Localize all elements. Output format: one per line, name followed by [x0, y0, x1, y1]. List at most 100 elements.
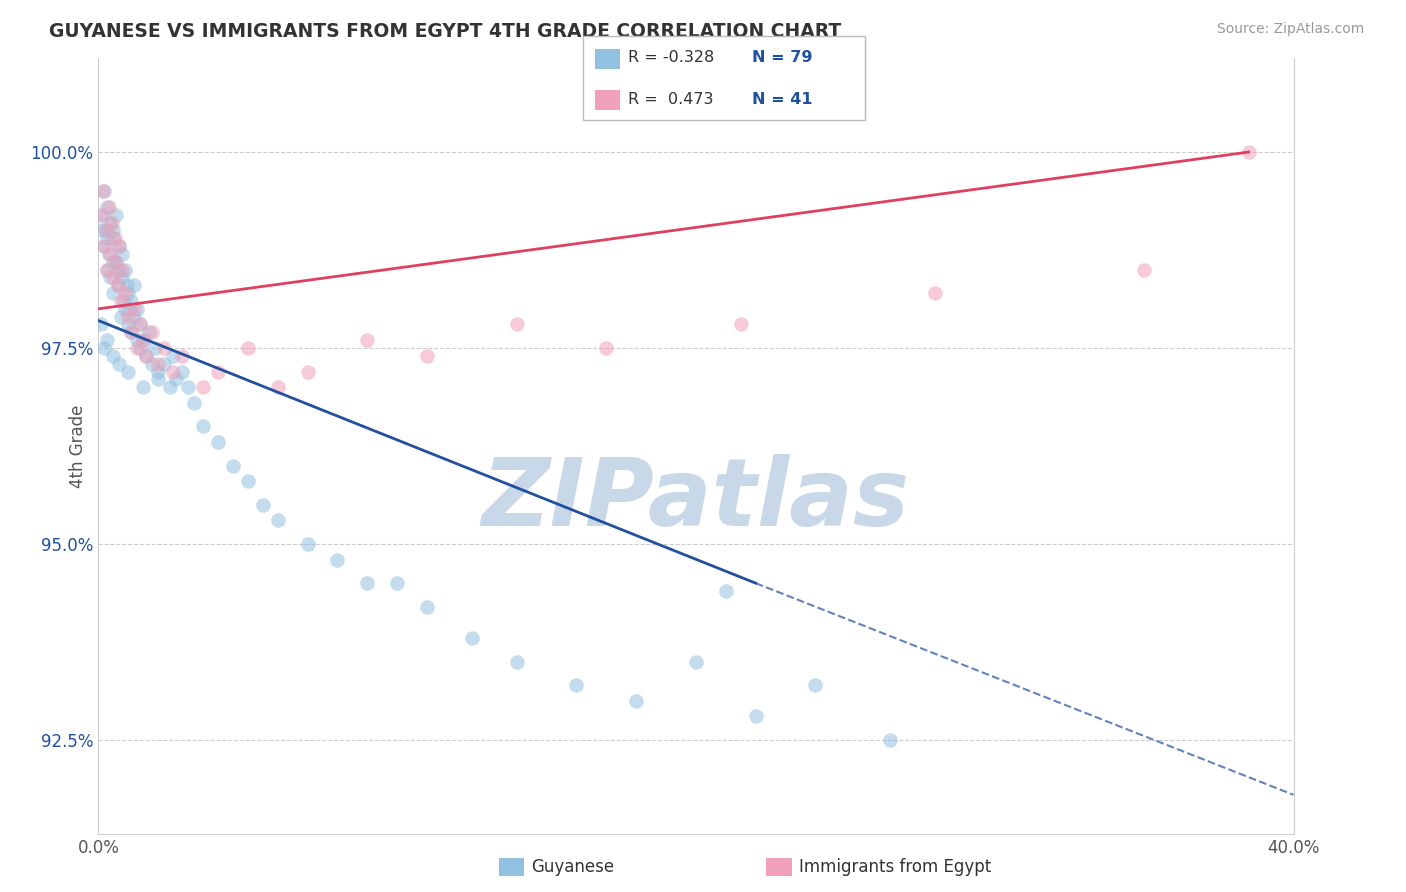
Point	[108, 239, 131, 253]
Point	[114, 301, 136, 316]
Point	[565, 678, 588, 692]
Point	[143, 341, 166, 355]
Point	[236, 475, 259, 489]
Point	[105, 208, 128, 222]
Text: R = -0.328: R = -0.328	[628, 51, 714, 65]
Point	[177, 380, 200, 394]
Text: ZIPatlas: ZIPatlas	[482, 454, 910, 546]
Point	[96, 333, 118, 347]
Point	[124, 301, 146, 316]
Point	[879, 733, 901, 747]
Point	[108, 357, 131, 371]
Point	[96, 200, 118, 214]
Y-axis label: 4th Grade: 4th Grade	[69, 404, 87, 488]
Point	[685, 655, 707, 669]
Point	[416, 349, 439, 363]
Text: R =  0.473: R = 0.473	[628, 92, 714, 106]
Point	[506, 655, 529, 669]
Point	[103, 223, 125, 237]
Point	[236, 341, 259, 355]
Point	[93, 184, 115, 198]
Point	[138, 326, 160, 340]
Point	[98, 247, 122, 261]
Text: GUYANESE VS IMMIGRANTS FROM EGYPT 4TH GRADE CORRELATION CHART: GUYANESE VS IMMIGRANTS FROM EGYPT 4TH GR…	[49, 22, 841, 41]
Point	[129, 341, 152, 355]
Point	[141, 357, 163, 371]
Point	[103, 349, 125, 363]
Point	[103, 254, 125, 268]
Point	[162, 349, 184, 363]
Point	[110, 293, 132, 308]
Point	[93, 239, 115, 253]
Text: Guyanese: Guyanese	[531, 858, 614, 876]
Point	[326, 552, 349, 566]
Point	[385, 576, 409, 591]
Point	[93, 239, 115, 253]
Point	[114, 286, 136, 301]
Point	[132, 380, 155, 394]
Point	[252, 498, 274, 512]
Point	[120, 293, 142, 308]
Point	[135, 349, 157, 363]
Point	[108, 239, 131, 253]
Point	[90, 223, 112, 237]
Point	[153, 357, 176, 371]
Point	[117, 318, 139, 332]
Point	[804, 678, 827, 692]
Point	[97, 200, 120, 214]
Point	[124, 278, 146, 293]
Point	[132, 333, 155, 347]
Point	[626, 694, 648, 708]
Point	[714, 584, 737, 599]
Point	[91, 184, 114, 198]
Point	[93, 341, 115, 355]
Point	[96, 262, 118, 277]
Point	[120, 326, 142, 340]
Point	[101, 216, 124, 230]
Point	[595, 341, 617, 355]
Point	[104, 231, 127, 245]
Point	[159, 380, 181, 394]
Point	[105, 254, 128, 268]
Point	[114, 262, 136, 277]
Point	[191, 419, 214, 434]
Point	[98, 216, 122, 230]
Point	[135, 349, 157, 363]
Point	[111, 262, 134, 277]
Point	[98, 270, 122, 285]
Point	[297, 365, 319, 379]
Point	[1237, 145, 1260, 159]
Point	[127, 341, 149, 355]
Point	[207, 365, 229, 379]
Point	[94, 223, 117, 237]
Point	[110, 310, 132, 324]
Point	[745, 709, 768, 723]
Point	[97, 247, 120, 261]
Point	[107, 278, 129, 293]
Point	[506, 318, 529, 332]
Point	[90, 318, 112, 332]
Point	[148, 372, 170, 386]
Point	[96, 231, 118, 245]
Point	[129, 318, 152, 332]
Text: N = 79: N = 79	[752, 51, 813, 65]
Point	[107, 278, 129, 293]
Point	[162, 365, 184, 379]
Point	[94, 223, 117, 237]
Point	[172, 365, 194, 379]
Point	[124, 310, 146, 324]
Point	[297, 537, 319, 551]
Point	[117, 286, 139, 301]
Point	[117, 310, 139, 324]
Point	[356, 333, 378, 347]
Point	[103, 286, 125, 301]
Point	[172, 349, 194, 363]
Point	[118, 301, 141, 316]
Point	[132, 333, 155, 347]
Text: Source: ZipAtlas.com: Source: ZipAtlas.com	[1216, 22, 1364, 37]
Point	[416, 599, 439, 614]
Point	[165, 372, 187, 386]
Point	[730, 318, 752, 332]
Point	[112, 293, 135, 308]
Point	[91, 208, 114, 222]
